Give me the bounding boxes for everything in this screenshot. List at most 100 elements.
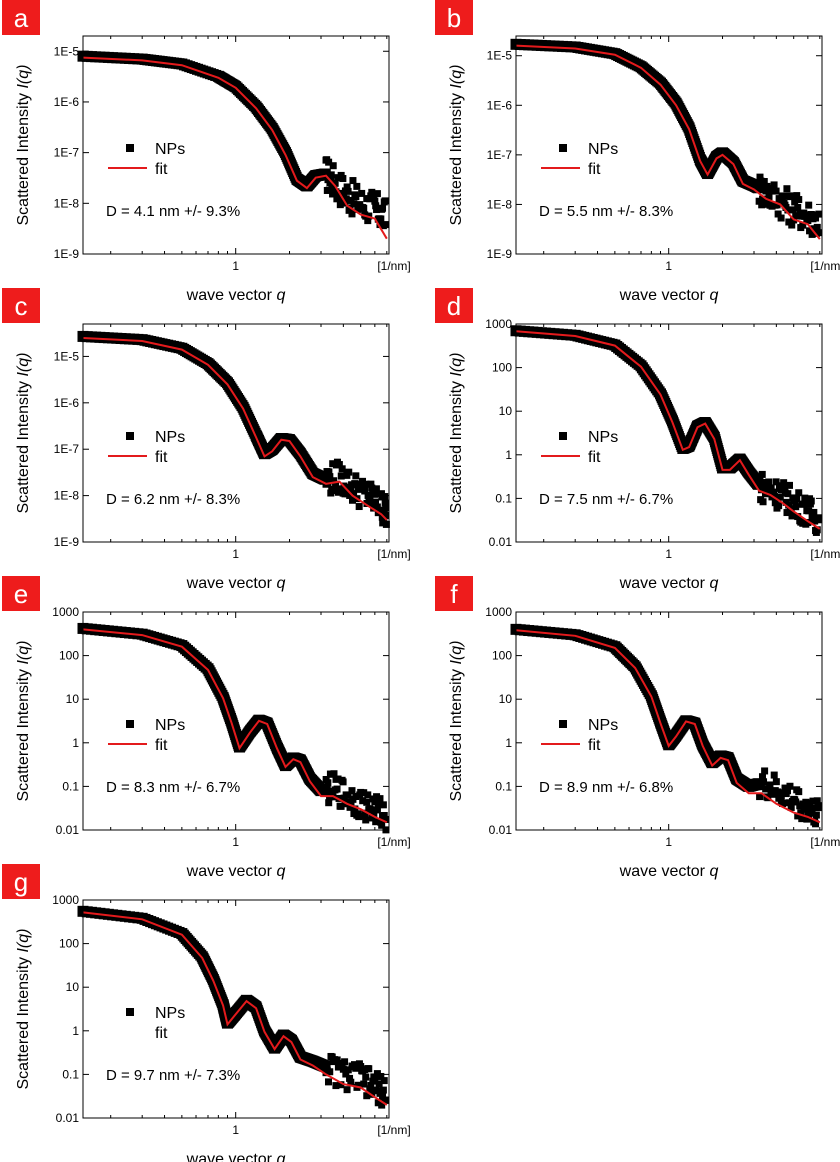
- data-point: [352, 472, 360, 480]
- data-point: [759, 498, 767, 506]
- fit-line: [515, 330, 821, 530]
- data-point: [353, 182, 361, 190]
- data-point: [370, 504, 378, 512]
- data-point: [815, 514, 823, 522]
- data-point: [380, 516, 388, 524]
- data-point: [793, 495, 801, 503]
- data-point: [361, 809, 369, 817]
- y-tick-label: 10: [66, 980, 80, 994]
- panel-badge: [2, 0, 40, 35]
- x-axis-title: wave vector q: [619, 575, 719, 592]
- y-tick-label: 0.1: [495, 779, 512, 793]
- y-axis-title: Scattered Intensity I(q): [448, 353, 465, 514]
- data-point: [360, 204, 368, 212]
- data-point: [348, 496, 356, 504]
- legend: NPs fit: [541, 141, 618, 178]
- y-tick-label: 1000: [485, 605, 512, 619]
- panel-badge: [2, 576, 40, 611]
- data-point: [757, 783, 765, 791]
- data-point: [331, 487, 339, 495]
- y-tick-label: 1E-8: [54, 489, 80, 503]
- data-point: [346, 803, 354, 811]
- y-tick-label: 100: [59, 937, 79, 951]
- data-point: [347, 1078, 355, 1086]
- data-point: [357, 1063, 365, 1071]
- data-point: [776, 493, 784, 501]
- data-point: [343, 1086, 351, 1094]
- data-point: [365, 1065, 373, 1073]
- legend-label: NPs: [155, 1005, 185, 1022]
- data-point: [382, 511, 390, 519]
- data-point: [327, 175, 335, 183]
- data-point: [801, 494, 809, 502]
- data-point: [795, 788, 803, 796]
- data-point: [327, 489, 335, 497]
- data-point: [381, 815, 389, 823]
- legend-label: fit: [155, 161, 168, 178]
- chart-panel-a: a 1E-9 1E-8 1E-7 1E-6 1E-5 1 [1/nm] wave vector …: [2, 0, 411, 304]
- legend-label: fit: [588, 737, 601, 754]
- data-point: [795, 489, 803, 497]
- y-tick-label: 0.1: [495, 491, 512, 505]
- panel-label: g: [14, 867, 28, 897]
- data-point: [780, 479, 788, 487]
- data-point: [348, 787, 356, 795]
- data-point: [333, 195, 341, 203]
- fit-line: [515, 629, 821, 824]
- data-point: [770, 181, 778, 189]
- data-point: [784, 206, 792, 214]
- legend-label: fit: [155, 449, 168, 466]
- chart-panel-c: c 1E-9 1E-8 1E-7 1E-6 1E-5 1 [1/nm] wave vector …: [2, 288, 411, 592]
- data-point: [325, 799, 333, 807]
- data-point: [339, 1065, 347, 1073]
- x-unit-label: [1/nm]: [377, 1123, 410, 1137]
- data-point: [324, 779, 332, 787]
- legend: NPs fit: [108, 141, 185, 178]
- panel-badge: [2, 864, 40, 899]
- data-point: [752, 182, 764, 194]
- data-point: [376, 795, 384, 803]
- data-point: [364, 491, 372, 499]
- diameter-annotation: D = 7.5 nm +/- 6.7%: [539, 491, 673, 508]
- x-axis-title: wave vector q: [619, 287, 719, 304]
- data-point: [355, 503, 363, 511]
- data-point: [352, 193, 360, 201]
- y-tick-label: 1: [72, 736, 79, 750]
- data-point: [326, 179, 334, 187]
- data-point: [346, 1074, 354, 1082]
- data-point: [323, 783, 331, 791]
- y-tick-label: 1000: [52, 893, 79, 907]
- y-tick-label: 1E-6: [54, 396, 80, 410]
- data-point: [808, 804, 816, 812]
- data-point: [795, 196, 803, 204]
- data-point: [362, 816, 370, 824]
- data-point: [815, 802, 823, 810]
- data-point: [808, 230, 816, 238]
- chart-panel-b: b 1E-9 1E-8 1E-7 1E-6 1E-5 1 [1/nm] wave vector …: [435, 0, 840, 304]
- data-point: [326, 473, 334, 481]
- data-point: [381, 499, 389, 507]
- x-axis-title: wave vector q: [186, 575, 286, 592]
- fit-line: [82, 337, 388, 521]
- data-point: [791, 198, 799, 206]
- data-point: [810, 508, 818, 516]
- data-point: [776, 792, 784, 800]
- data-point: [373, 190, 381, 198]
- data-point: [349, 177, 357, 185]
- data-point: [812, 820, 820, 828]
- legend: NPs fit: [108, 717, 185, 754]
- x-axis-title: wave vector q: [186, 863, 286, 880]
- data-point: [342, 1070, 350, 1078]
- data-point: [356, 485, 364, 493]
- data-point: [808, 513, 816, 521]
- data-point: [360, 789, 368, 797]
- data-point: [326, 1068, 334, 1076]
- data-point: [382, 1096, 390, 1104]
- y-tick-label: 1E-7: [487, 148, 513, 162]
- y-tick-label: 1E-9: [487, 247, 513, 261]
- y-axis-title: Scattered Intensity I(q): [15, 65, 32, 226]
- panel-badge: [435, 0, 473, 35]
- data-point: [761, 767, 769, 775]
- data-point: [344, 791, 352, 799]
